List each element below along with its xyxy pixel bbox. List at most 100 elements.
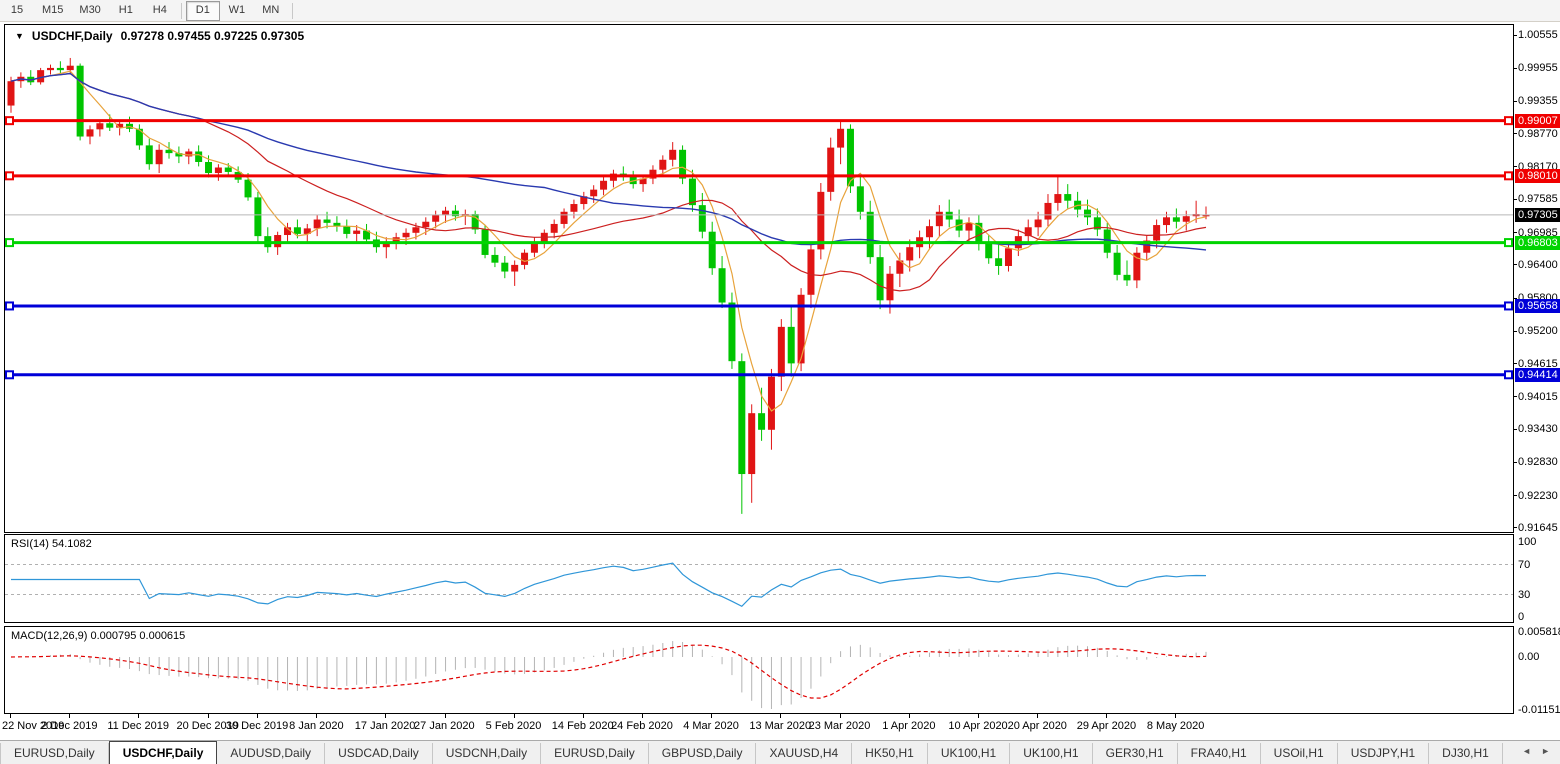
date-tick-mark	[1106, 714, 1108, 718]
timeframe-button-m15[interactable]: M15	[42, 3, 64, 16]
price-axis-tick: 0.99955	[1518, 62, 1558, 75]
line-handle[interactable]	[5, 116, 14, 126]
candle	[353, 230, 361, 234]
symbol-tab-gbpusd-6[interactable]: GBPUSD,Daily	[649, 743, 757, 764]
candle	[718, 268, 726, 303]
symbol-tab-ger30-11[interactable]: GER30,H1	[1093, 743, 1178, 764]
candle	[343, 226, 351, 234]
axis-tick-mark	[1514, 34, 1517, 36]
timeframe-button-w1[interactable]: W1	[228, 3, 246, 16]
candle	[1034, 219, 1042, 228]
date-axis-label: 27 Jan 2020	[414, 720, 475, 732]
axis-tick-mark	[1514, 264, 1517, 266]
rsi-label: RSI(14) 54.1082	[11, 538, 92, 550]
axis-tick-mark	[1514, 428, 1517, 430]
symbol-tab-audusd-2[interactable]: AUDUSD,Daily	[217, 743, 326, 764]
symbol-tab-uk100-10[interactable]: UK100,H1	[1010, 743, 1093, 764]
timeframe-button-d1[interactable]: D1	[185, 0, 220, 21]
price-level-badge: 0.94414	[1515, 367, 1560, 382]
candle	[985, 243, 993, 259]
candle	[649, 169, 657, 179]
date-tick-mark	[977, 714, 979, 718]
candle	[758, 413, 766, 430]
symbol-tab-dj30-15[interactable]: DJ30,H1	[1429, 743, 1503, 764]
macd-indicator-panel[interactable]: MACD(12,26,9) 0.000795 0.000615	[4, 626, 1514, 714]
candle	[7, 81, 15, 106]
date-tick-mark	[1175, 714, 1177, 718]
date-tick-mark	[207, 714, 209, 718]
symbol-tab-usoil-13[interactable]: USOil,H1	[1261, 743, 1338, 764]
candle	[827, 147, 835, 192]
candle	[214, 167, 222, 174]
symbol-tab-usdjpy-14[interactable]: USDJPY,H1	[1338, 743, 1430, 764]
date-axis-label: 30 Dec 2019	[225, 720, 289, 732]
price-chart-panel[interactable]: ▼ USDCHF,Daily 0.97278 0.97455 0.97225 0…	[4, 24, 1514, 533]
price-axis-tick: 0.92830	[1518, 456, 1558, 469]
candle	[412, 227, 420, 233]
collapse-icon[interactable]: ▼	[15, 31, 24, 41]
tab-scroll-right-icon[interactable]: ►	[1541, 745, 1550, 756]
candle	[195, 151, 203, 162]
axis-tick-mark	[1514, 198, 1517, 200]
ma-line-mid	[10, 72, 1207, 292]
date-axis-label: 5 Feb 2020	[485, 720, 542, 732]
symbol-tab-eurusd-0[interactable]: EURUSD,Daily	[0, 743, 109, 764]
line-handle[interactable]	[5, 171, 14, 181]
macd-label: MACD(12,26,9) 0.000795 0.000615	[11, 630, 186, 642]
line-handle[interactable]	[5, 301, 14, 311]
timeframe-toolbar: 15 M15 M30 H1 H4 D1 W1 MN	[0, 0, 1560, 22]
timeframe-button-15[interactable]: 15	[10, 3, 24, 16]
date-axis-label: 22 Nov 2019	[2, 720, 65, 732]
symbol-tab-xauusd-7[interactable]: XAUUSD,H4	[756, 743, 853, 764]
date-axis-label: 11 Dec 2019	[107, 720, 169, 732]
price-axis-tick: 0.97585	[1518, 193, 1558, 206]
symbol-tab-eurusd-5[interactable]: EURUSD,Daily	[541, 743, 649, 764]
date-tick-mark	[444, 714, 446, 718]
candlestick-chart[interactable]	[5, 25, 1513, 532]
line-handle[interactable]	[1504, 116, 1513, 126]
candle	[254, 197, 262, 237]
symbol-tab-usdcnh-4[interactable]: USDCNH,Daily	[433, 743, 542, 764]
line-handle[interactable]	[5, 238, 14, 248]
candle	[669, 149, 677, 160]
symbol-tab-usdcad-3[interactable]: USDCAD,Daily	[325, 743, 433, 764]
line-handle[interactable]	[1504, 171, 1513, 181]
timeframe-button-m30[interactable]: M30	[79, 3, 101, 16]
rsi-indicator-panel[interactable]: RSI(14) 54.1082	[4, 534, 1514, 623]
candle	[530, 241, 538, 253]
date-axis-label: 17 Jan 2020	[354, 720, 416, 732]
candle	[728, 302, 736, 362]
candle	[580, 196, 588, 205]
timeframe-button-h4[interactable]: H4	[152, 3, 167, 16]
date-axis-label: 10 Apr 2020	[948, 720, 1008, 732]
price-axis: 1.00555 0.99955 0.99355 0.98770 0.98170 0.975…	[1514, 24, 1560, 716]
candle	[86, 129, 94, 137]
line-handle[interactable]	[5, 370, 14, 380]
candle	[965, 222, 973, 231]
line-handle[interactable]	[1504, 370, 1513, 380]
axis-tick-mark	[1514, 527, 1517, 529]
date-axis-label: 20 Dec 2019	[176, 720, 239, 732]
candle	[66, 65, 74, 71]
line-handle[interactable]	[1504, 238, 1513, 248]
date-axis-label: 23 Mar 2020	[808, 720, 871, 732]
timeframe-button-h1[interactable]: H1	[118, 3, 133, 16]
candle	[224, 167, 232, 172]
symbol-tab-hk50-8[interactable]: HK50,H1	[852, 743, 928, 764]
candle	[659, 159, 667, 170]
date-tick-mark	[780, 714, 782, 718]
rsi-axis-tick: 100	[1518, 536, 1537, 548]
price-axis-tick: 0.96985	[1518, 226, 1558, 239]
candle	[205, 161, 213, 174]
tab-scroll-left-icon[interactable]: ◄	[1522, 745, 1532, 756]
symbol-tab-fra40-12[interactable]: FRA40,H1	[1178, 743, 1261, 764]
price-axis-tick: 0.94615	[1518, 357, 1558, 370]
symbol-tab-uk100-9[interactable]: UK100,H1	[928, 743, 1011, 764]
symbol-tab-usdchf-1[interactable]: USDCHF,Daily	[108, 741, 218, 764]
candle	[886, 273, 894, 301]
candle	[1024, 227, 1032, 237]
tab-scroll-nav: ◄ ►	[1522, 741, 1550, 764]
toolbar-separator	[291, 2, 293, 19]
timeframe-button-mn[interactable]: MN	[262, 3, 280, 16]
line-handle[interactable]	[1504, 301, 1513, 311]
